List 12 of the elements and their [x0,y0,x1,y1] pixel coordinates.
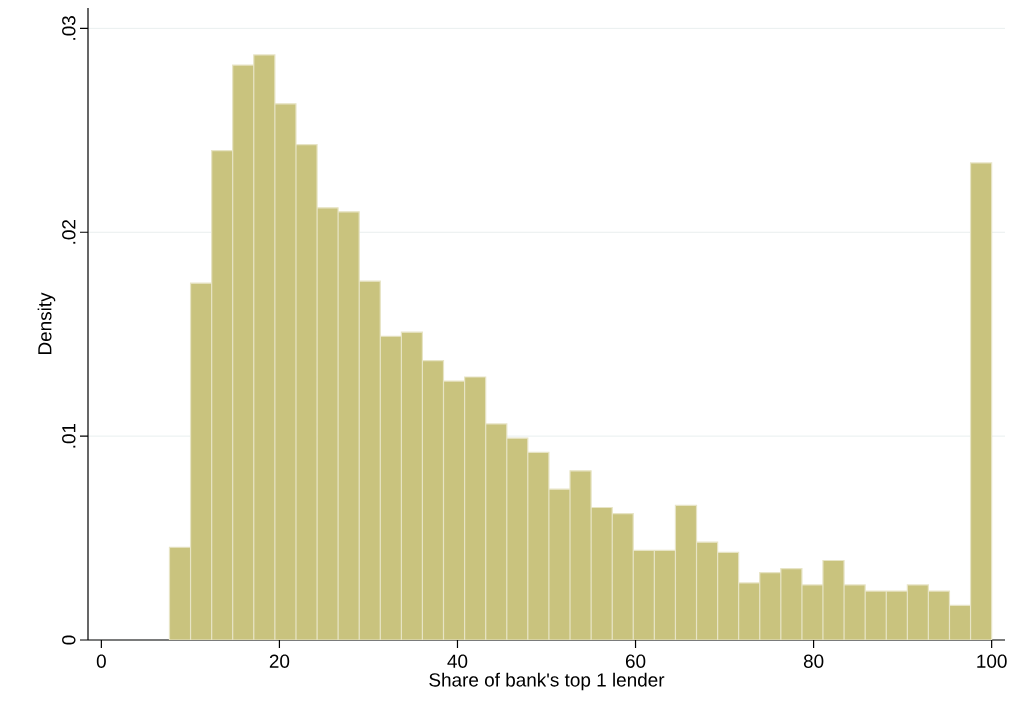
x-tick-label: 100 [977,654,1007,668]
y-tick-label: .01 [62,423,76,448]
x-tick-label: 40 [447,654,468,668]
y-tick-label: .03 [62,16,76,40]
x-axis-title: Share of bank's top 1 lender [429,672,665,691]
y-tick-label: 0 [62,635,76,645]
x-tick-label: 80 [803,654,824,668]
x-tick-label: 60 [625,654,646,668]
x-tick-label: 20 [269,654,290,668]
y-axis-title: Density [37,292,56,355]
y-tick-label: .02 [62,220,76,244]
x-tick-label: 0 [96,654,106,668]
